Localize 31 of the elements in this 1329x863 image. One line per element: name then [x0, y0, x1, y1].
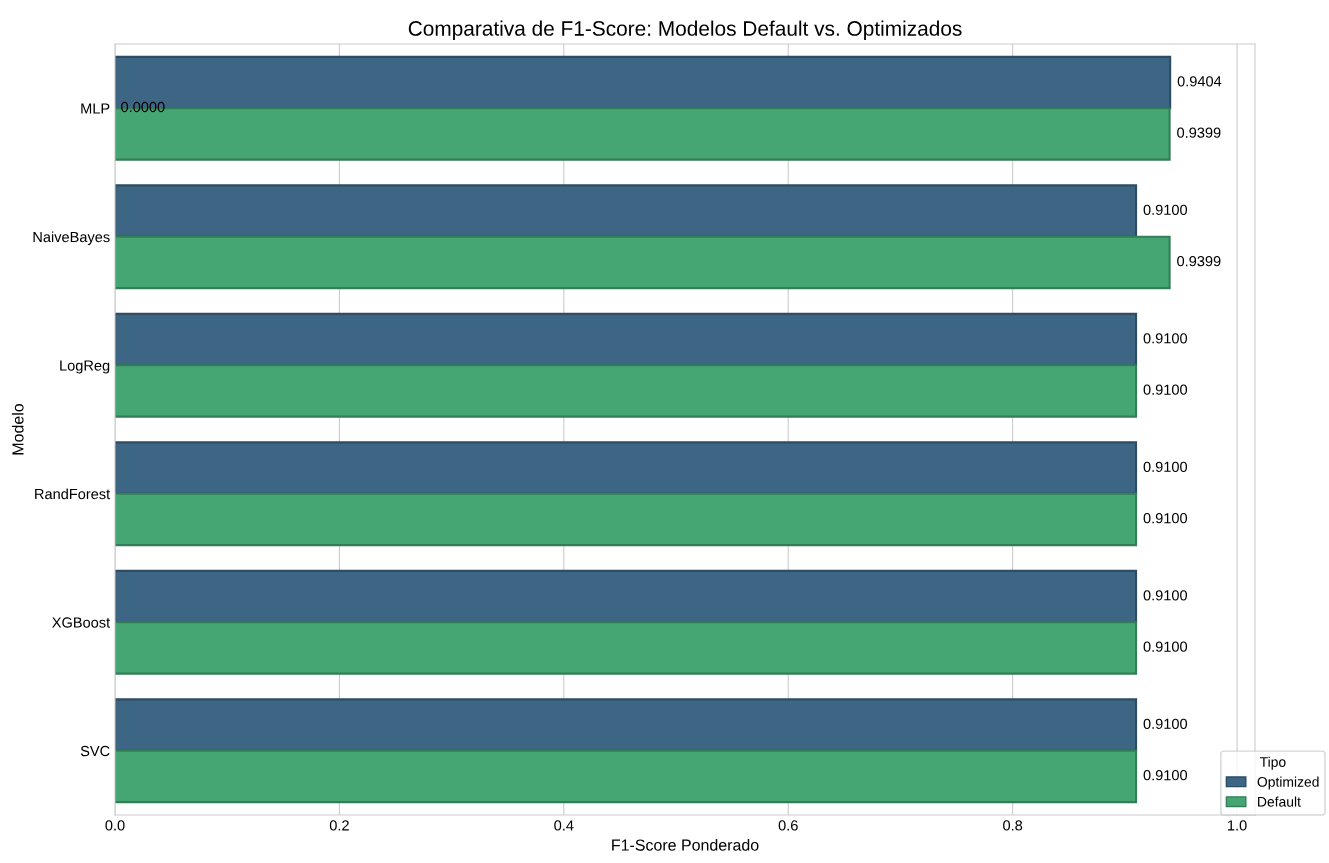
data-label: 0.9100: [1143, 513, 1188, 524]
y-tick-label: NaiveBayes: [33, 231, 110, 246]
x-tick-label: 0.0: [105, 820, 125, 831]
data-label: 0.9399: [1177, 256, 1221, 267]
y-tick-label: LogReg: [60, 360, 110, 374]
x-axis-title: F1-Score Ponderado: [612, 839, 759, 851]
data-label: 0.9100: [1143, 590, 1188, 601]
y-axis-title: Modelo: [11, 403, 24, 455]
y-tick-label: RandForest: [35, 488, 111, 500]
x-tick-label: 0.8: [1003, 820, 1023, 831]
x-tick-label: 0.4: [554, 820, 574, 831]
chart-title: Comparativa de F1-Score: Modelos Default vs. Optimizados: [408, 20, 962, 40]
y-tick-label: MLP: [81, 103, 110, 114]
data-label: 0.9100: [1143, 384, 1188, 395]
legend-label: Default: [1258, 796, 1301, 807]
data-label: 0.9100: [1143, 461, 1188, 472]
y-tick-label: SVC: [80, 745, 110, 757]
legend-title: Tipo: [1259, 756, 1286, 770]
data-label: 0.9100: [1143, 718, 1188, 729]
x-tick-label: 1.0: [1228, 820, 1247, 831]
data-label: 0.9100: [1143, 333, 1188, 344]
data-label: 0.9100: [1143, 204, 1188, 215]
data-label: 0.9100: [1143, 641, 1188, 652]
data-label: 0.9404: [1177, 76, 1222, 87]
data-label: 0.9100: [1143, 770, 1188, 781]
x-tick-label: 0.2: [329, 820, 349, 831]
data-label: 0.9399: [1177, 127, 1221, 138]
annotation: 0.0000: [121, 101, 165, 113]
legend-label: Optimized: [1257, 776, 1319, 790]
y-tick-label: XGBoost: [52, 617, 111, 628]
x-tick-label: 0.6: [778, 820, 798, 831]
